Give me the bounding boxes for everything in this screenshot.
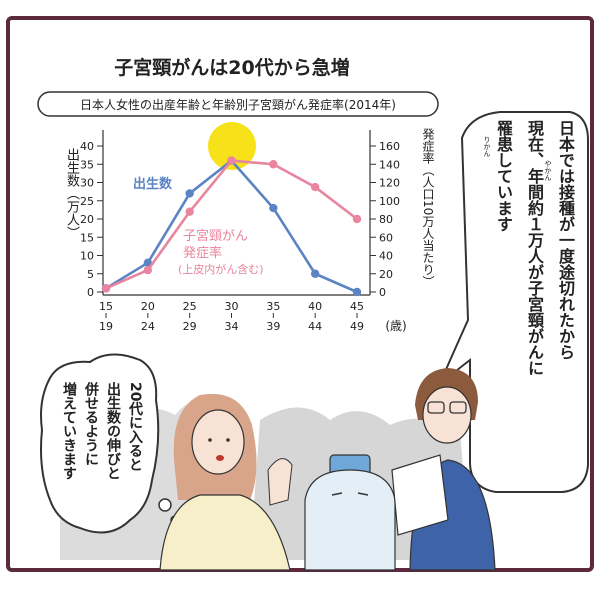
right-tick-label: 140	[379, 158, 400, 171]
series-label-incidence-line1: 子宮頸がん	[183, 228, 248, 244]
right-tick-label: 40	[379, 250, 393, 263]
x-tick-label-top: 25	[183, 300, 197, 313]
woman-hand	[267, 458, 293, 506]
woman-sweater	[159, 494, 291, 571]
speech-left-line-2: 出生数の伸びと	[105, 382, 121, 480]
right-tick-label: 60	[379, 231, 393, 244]
woman-eye-right	[226, 438, 230, 442]
series-point-incidence	[185, 207, 194, 216]
x-tick-label-bottom: 44	[308, 320, 322, 333]
woman-eye-left	[208, 438, 212, 442]
series-point-incidence	[352, 214, 362, 224]
x-tick-label-top: 35	[266, 300, 280, 313]
bottle-body	[304, 469, 396, 571]
right-axis-ticks: 0 20 40 60 80 100 120 140 160	[370, 140, 400, 299]
left-tick-label: 15	[80, 231, 94, 244]
left-tick-label: 35	[80, 158, 94, 171]
woman-face	[191, 409, 245, 475]
x-tick-label-bottom: 24	[141, 320, 155, 333]
man-character	[391, 368, 496, 571]
right-tick-label: 20	[379, 268, 393, 281]
speech-right-line-1: 日本では接種が一度途切れたから	[556, 120, 575, 360]
speech-left-line-3: 併せるように	[83, 382, 99, 466]
speech-left-line-4: 増えていきます	[61, 382, 77, 480]
right-tick-label: 80	[379, 213, 393, 226]
man-face	[422, 386, 472, 444]
right-axis-label: 発症率（人口10万人当たり）	[421, 128, 435, 288]
x-tick-label-top: 45	[350, 300, 364, 313]
series-point-incidence	[269, 160, 278, 169]
x-tick-label-top: 15	[99, 300, 113, 313]
right-tick-label: 120	[379, 177, 400, 190]
man-glasses-left	[427, 401, 445, 414]
series-point-births	[185, 189, 194, 198]
left-tick-label: 5	[87, 268, 94, 281]
x-tick-label-bottom: 29	[183, 320, 197, 333]
x-tick-label-bottom: 49	[350, 320, 364, 333]
series-label-incidence-sub: (上皮内がん含む)	[178, 262, 264, 276]
sun-highlight	[208, 122, 256, 170]
bottle-eye-right	[357, 492, 369, 496]
thought-dot-1	[158, 498, 172, 512]
series-point-births	[143, 258, 153, 267]
series-point-incidence	[101, 284, 111, 293]
bottle-mascot	[304, 454, 396, 571]
x-tick-label-bottom: 39	[266, 320, 280, 333]
x-tick-label-bottom: 19	[99, 320, 113, 333]
woman-mouth	[216, 455, 224, 461]
x-tick-label-bottom: 34	[225, 320, 239, 333]
series-label-incidence: 子宮頸がん	[183, 228, 248, 244]
right-tick-label: 100	[379, 195, 400, 208]
series-point-births	[310, 269, 320, 278]
series-point-incidence	[310, 182, 320, 192]
left-tick-label: 40	[80, 140, 94, 153]
speech-right-line-2: 現在、年間約１万人が子宮頸がんに	[525, 120, 544, 376]
speech-bubble-left	[40, 353, 160, 534]
speech-right-line-3: 罹患しています	[494, 120, 513, 232]
bottle-eye-left	[331, 492, 343, 496]
speech-left-line-1: 20代に入ると	[127, 382, 143, 472]
left-axis-label: 出生数（万人）	[64, 148, 79, 239]
series-label-incidence-line2: 発症率	[183, 245, 222, 261]
series-point-births	[269, 203, 278, 213]
left-axis-ticks: 0 5 10 15 20 25 30 35 40	[80, 140, 103, 299]
chart-subtitle: 日本人女性の出産年齢と年齢別子宮頸がん発症率(2014年)	[80, 97, 396, 112]
series-point-incidence	[227, 156, 236, 165]
x-tick-label-top: 40	[308, 300, 322, 313]
right-tick-label: 160	[379, 140, 400, 153]
series-label-births: 出生数	[133, 176, 173, 192]
x-tick-label-top: 20	[141, 300, 155, 313]
x-tick-label-top: 30	[225, 300, 239, 313]
left-tick-label: 20	[80, 213, 94, 226]
ruby-rikan: りかん	[483, 136, 491, 157]
x-axis-ticks: 15 19 20 24 25 29 30 34 35 39 40 44 45 49	[99, 300, 364, 333]
man-glasses-right	[449, 401, 467, 414]
left-tick-label: 10	[80, 250, 94, 263]
paper-sheet	[391, 454, 449, 536]
age-unit: (歳)	[385, 319, 406, 333]
woman-character	[159, 393, 293, 571]
series-point-incidence	[143, 265, 153, 275]
subtitle-pill	[37, 91, 439, 117]
chart-title: 子宮頸がんは20代から急増	[114, 56, 349, 79]
left-tick-label: 0	[87, 286, 94, 299]
ruby-yakan: やかん	[544, 160, 552, 181]
series-point-births	[352, 287, 362, 297]
left-tick-label: 25	[80, 195, 94, 208]
right-tick-label: 0	[379, 286, 386, 299]
left-tick-label: 30	[80, 177, 94, 190]
series-group	[101, 156, 362, 297]
